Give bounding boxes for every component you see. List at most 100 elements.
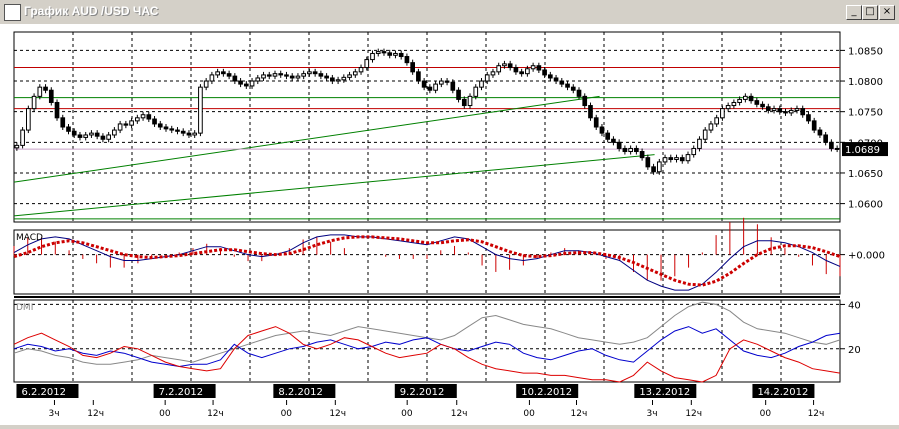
candle-body xyxy=(272,73,278,77)
candle-body xyxy=(198,86,203,134)
candle-body xyxy=(255,77,261,82)
candle-body xyxy=(60,117,66,128)
time-tick-label: 00 xyxy=(281,409,293,419)
date-label-box xyxy=(634,384,697,398)
time-tick-label: 3ч xyxy=(48,409,59,419)
price-panel-frame xyxy=(13,31,841,223)
date-label: 9.2.2012 xyxy=(400,387,445,398)
candle-body xyxy=(284,74,289,77)
date-label: 10.2.2012 xyxy=(521,387,572,398)
candle-body xyxy=(720,108,725,119)
candle-body xyxy=(456,89,461,100)
candle-body xyxy=(783,111,788,114)
candle-body xyxy=(352,71,358,76)
candle-body xyxy=(565,83,570,88)
candle-body xyxy=(140,114,146,119)
candle-body xyxy=(461,98,467,107)
candle-body xyxy=(301,73,307,77)
candle-body xyxy=(123,123,129,126)
chart-app-icon xyxy=(4,4,21,21)
candle-body xyxy=(433,83,438,91)
chart-svg: 1.08501.08001.07501.07001.06501.06001.06… xyxy=(13,31,888,419)
candle-body xyxy=(31,95,37,110)
candle-body xyxy=(765,106,771,111)
trend-line xyxy=(13,154,655,217)
candle-body xyxy=(335,79,341,82)
candle-body xyxy=(651,166,656,173)
time-tick-label: 3ч xyxy=(646,409,657,419)
candle-body xyxy=(387,52,393,56)
candle-body xyxy=(66,126,71,132)
candle-body xyxy=(203,80,209,88)
candle-body xyxy=(112,129,117,136)
candle-body xyxy=(794,108,800,111)
date-label-box xyxy=(752,384,815,398)
time-tick-label: 12ч xyxy=(87,409,104,419)
candle-body xyxy=(221,71,226,75)
candle-body xyxy=(473,86,479,97)
candle-body xyxy=(89,132,94,136)
candle-body xyxy=(674,157,679,160)
candle-body xyxy=(743,95,748,100)
candle-body xyxy=(347,74,352,78)
candle-body xyxy=(226,73,232,77)
candle-body xyxy=(152,118,157,125)
candle-body xyxy=(691,147,697,156)
candle-body xyxy=(341,76,347,81)
candle-body xyxy=(754,100,760,105)
candle-body xyxy=(737,98,742,103)
time-tick-label: 12ч xyxy=(207,409,224,419)
candle-body xyxy=(37,86,43,97)
candle-body xyxy=(599,126,605,134)
candle-body xyxy=(725,105,731,110)
candle-body xyxy=(398,52,404,58)
candle-body xyxy=(496,65,502,73)
candle-body xyxy=(697,138,702,149)
candle-body xyxy=(439,80,444,85)
candle-body xyxy=(547,74,553,79)
price-tick-label: 1.0650 xyxy=(848,169,883,180)
time-tick-label: 12ч xyxy=(808,409,825,419)
candle-body xyxy=(307,71,312,75)
candle-body xyxy=(748,95,754,102)
candle-body xyxy=(639,151,645,159)
candle-body xyxy=(823,134,828,143)
candle-body xyxy=(777,108,783,113)
candle-body xyxy=(83,134,89,138)
candle-body xyxy=(157,123,163,128)
candle-body xyxy=(662,157,668,163)
dmi-plus-di-line xyxy=(13,326,841,368)
time-tick-label: 00 xyxy=(159,409,171,419)
date-label-box xyxy=(16,384,79,398)
candle-body xyxy=(634,147,639,153)
candle-body xyxy=(169,128,175,131)
candle-body xyxy=(129,120,134,126)
candle-body xyxy=(760,103,765,108)
candle-body xyxy=(593,117,599,128)
current-price-box xyxy=(842,142,888,157)
candle-body xyxy=(261,74,266,79)
candle-body xyxy=(106,134,111,140)
window-title: График AUD /USD ЧАС xyxy=(24,4,159,18)
macd-zero-label: +0.000 xyxy=(848,251,885,262)
candle-body xyxy=(622,147,628,153)
candle-body xyxy=(714,117,720,125)
maximize-button[interactable]: □ xyxy=(862,5,878,20)
price-tick-label: 1.0750 xyxy=(848,108,883,119)
time-tick-label: 00 xyxy=(760,409,772,419)
close-button[interactable]: × xyxy=(879,5,895,20)
candle-body xyxy=(324,75,329,79)
candle-body xyxy=(806,114,811,122)
candle-body xyxy=(519,71,524,75)
trend-line xyxy=(13,95,600,183)
macd-title: MACD xyxy=(16,233,43,243)
candle-body xyxy=(490,71,496,76)
minimize-button[interactable]: _ xyxy=(846,5,862,20)
chart-area: 1.08501.08001.07501.07001.06501.06001.06… xyxy=(0,24,899,425)
date-label-box xyxy=(273,384,336,398)
candle-body xyxy=(731,101,737,107)
candle-body xyxy=(817,129,823,136)
candle-body xyxy=(645,157,651,168)
candle-body xyxy=(289,75,295,79)
candle-body xyxy=(708,123,714,131)
